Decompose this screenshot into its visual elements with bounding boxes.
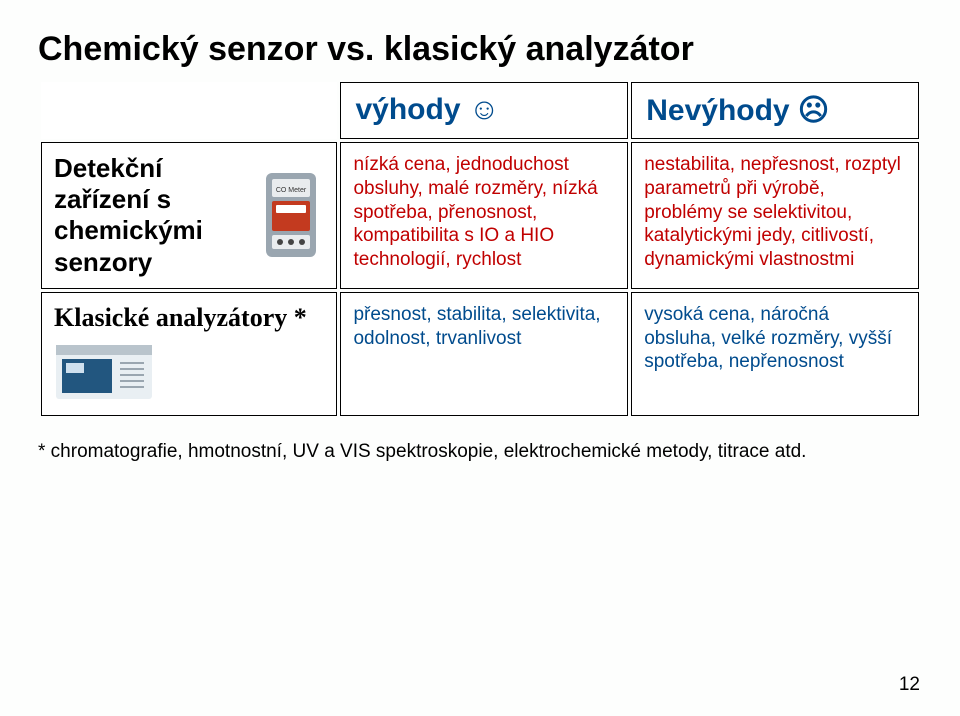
row-sensors-label-line3: senzory	[54, 247, 250, 278]
row-sensors-advantages-text: nízká cena, jednoduchost obsluhy, malé r…	[353, 153, 615, 272]
row-sensors-disadvantages: nestabilita, nepřesnost, rozptyl paramet…	[631, 142, 919, 289]
row-classic: Klasické analyzátory * přesnost, stabili…	[41, 292, 919, 416]
row-classic-advantages-text: přesnost, stabilita, selektivita, odolno…	[353, 303, 615, 351]
table-header-row: výhody ☺ Nevýhody ☹	[41, 82, 919, 139]
row-classic-advantages: přesnost, stabilita, selektivita, odolno…	[340, 292, 628, 416]
comparison-table: výhody ☺ Nevýhody ☹ Detekční zařízení s …	[38, 79, 922, 419]
analyzer-device-icon	[54, 337, 154, 405]
row-sensors-label-line1: Detekční zařízení s	[54, 153, 250, 215]
row-sensors-advantages: nízká cena, jednoduchost obsluhy, malé r…	[340, 142, 628, 289]
header-empty	[41, 82, 337, 139]
footnote: * chromatografie, hmotnostní, UV a VIS s…	[38, 441, 922, 463]
row-sensors-label: Detekční zařízení s chemickými senzory	[54, 153, 250, 278]
header-advantages: výhody ☺	[340, 82, 628, 139]
row-sensors-label-line2: chemickými	[54, 215, 250, 246]
row-classic-disadvantages: vysoká cena, náročná obsluha, velké rozm…	[631, 292, 919, 416]
sensor-device-icon: CO Meter	[258, 169, 324, 261]
row-classic-disadvantages-text: vysoká cena, náročná obsluha, velké rozm…	[644, 303, 906, 374]
row-classic-label: Klasické analyzátory *	[54, 303, 307, 333]
row-sensors: Detekční zařízení s chemickými senzory C…	[41, 142, 919, 289]
row-sensors-disadvantages-text: nestabilita, nepřesnost, rozptyl paramet…	[644, 153, 906, 272]
page-title: Chemický senzor vs. klasický analyzátor	[38, 30, 922, 69]
svg-text:CO Meter: CO Meter	[276, 187, 307, 194]
row-classic-label-cell: Klasické analyzátory *	[41, 292, 337, 416]
page-number: 12	[899, 674, 920, 696]
row-sensors-label-cell: Detekční zařízení s chemickými senzory C…	[41, 142, 337, 289]
header-disadvantages: Nevýhody ☹	[631, 82, 919, 139]
